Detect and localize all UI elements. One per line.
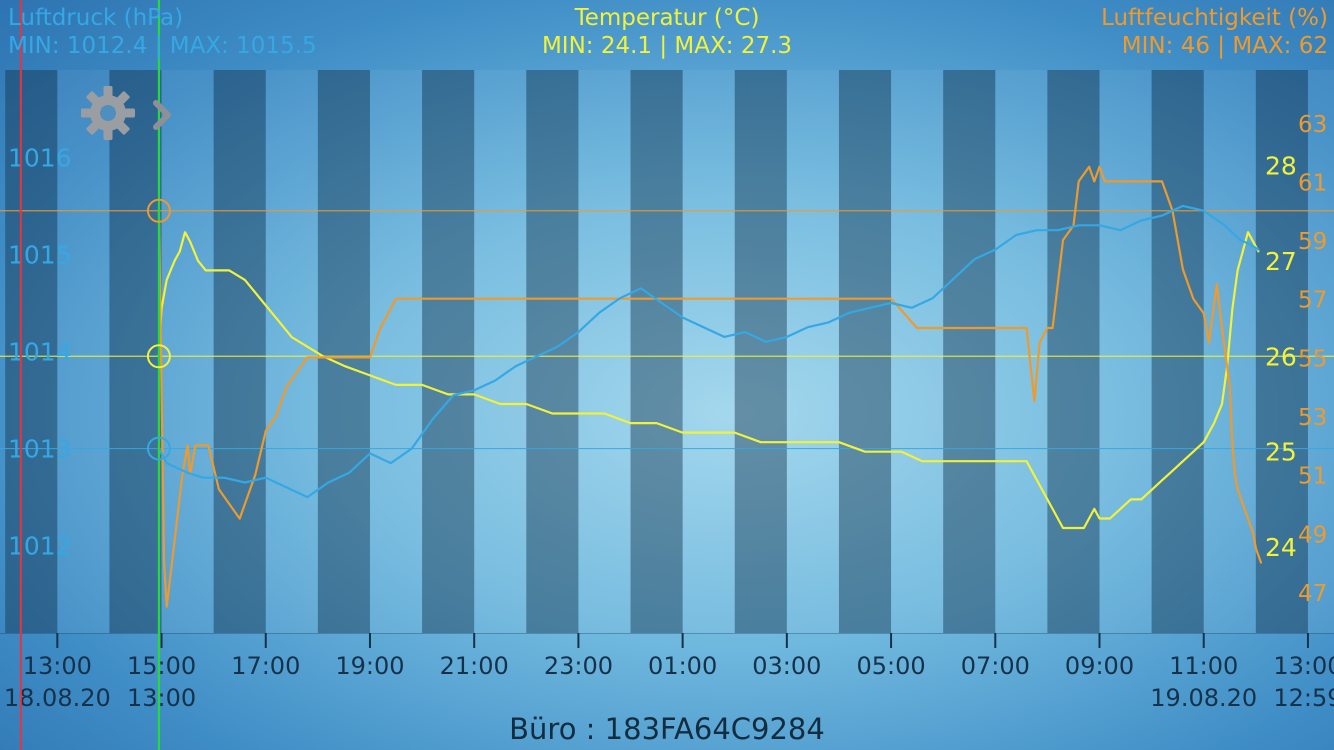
hour-stripe: [891, 70, 944, 633]
pressure-tick-label: 1013: [8, 435, 72, 464]
time-stripes: [5, 70, 1334, 633]
temperature-tick-label: 25: [1265, 438, 1297, 467]
time-tick-label: 07:00: [961, 652, 1030, 680]
humidity-axis: 47 49 51 53 55 57 59 61 63: [1298, 112, 1327, 607]
humidity-minmax: MIN: 46 | MAX: 62: [1121, 33, 1328, 59]
temperature-cursor-marker: [146, 344, 171, 369]
time-tick-label: 09:00: [1065, 652, 1134, 680]
hour-stripe: [109, 70, 162, 633]
hour-stripe: [734, 70, 787, 633]
humidity-tick-label: 57: [1298, 288, 1327, 314]
humidity-tick-label: 63: [1298, 112, 1327, 138]
hour-stripe: [474, 70, 527, 633]
time-tick-label: 15:00: [127, 652, 196, 680]
date-label: 13:00: [127, 684, 196, 712]
hour-stripe: [838, 70, 892, 633]
humidity-title: Luftfeuchtigkeit (%): [1101, 5, 1328, 31]
hour-stripe: [213, 70, 266, 633]
pressure-title: Luftdruck (hPa): [8, 5, 184, 31]
hour-stripe: [1099, 70, 1152, 633]
temperature-tick-label: 24: [1265, 533, 1297, 562]
pressure-tick-label: 1015: [8, 240, 72, 269]
hour-stripe: [526, 70, 579, 633]
cursor-reference-lines: [0, 210, 1334, 450]
pressure-tick-label: 1014: [8, 338, 72, 367]
temperature-line: [157, 231, 1260, 530]
hour-stripe: [630, 70, 683, 633]
temperature-minmax: MIN: 24.1 | MAX: 27.3: [541, 33, 793, 59]
temperature-tick-label: 28: [1265, 151, 1297, 180]
humidity-tick-label: 51: [1298, 464, 1327, 490]
pressure-tick-label: 1016: [8, 143, 72, 172]
pressure-tick-label: 1012: [8, 532, 72, 561]
time-tick-label: 11:00: [1169, 652, 1238, 680]
humidity-tick-label: 61: [1298, 170, 1327, 196]
time-tick-label: 13:00: [23, 652, 92, 680]
temperature-header: Temperatur (°C) MIN: 24.1 | MAX: 27.3: [467, 4, 867, 60]
humidity-header: Luftfeuchtigkeit (%) MIN: 46 | MAX: 62: [1101, 4, 1328, 60]
humidity-tick-label: 59: [1298, 229, 1327, 255]
hour-stripe: [1047, 70, 1100, 633]
humidity-tick-label: 55: [1298, 346, 1327, 372]
time-tick-label: 21:00: [440, 652, 509, 680]
pressure-minmax: MIN: 1012.4 | MAX: 1015.5: [8, 33, 317, 59]
pressure-cursor-marker: [146, 436, 171, 461]
hour-stripe: [1151, 70, 1204, 633]
hour-stripe: [786, 70, 839, 633]
time-tick-label: 19:00: [335, 652, 404, 680]
temperature-axis: 24 25 26 27 28: [1265, 151, 1297, 562]
hour-stripe: [578, 70, 631, 633]
temperature-tick-label: 27: [1265, 247, 1297, 276]
pressure-header: Luftdruck (hPa) MIN: 1012.4 | MAX: 1015.…: [8, 4, 317, 60]
hour-stripe: [161, 70, 214, 633]
hour-stripe: [317, 70, 370, 633]
humidity-tick-label: 49: [1298, 522, 1327, 548]
hour-stripe: [422, 70, 475, 633]
hour-stripe: [1203, 70, 1256, 633]
time-tick-label: 13:00: [1273, 652, 1334, 680]
settings-control[interactable]: [80, 85, 180, 141]
hour-stripe: [369, 70, 423, 633]
hour-stripe: [265, 70, 318, 633]
hour-stripe: [5, 70, 58, 633]
temperature-tick-label: 26: [1265, 342, 1297, 371]
humidity-line: [157, 165, 1263, 608]
chevron-right-icon[interactable]: [153, 100, 171, 130]
device-label: Büro : 183FA64C9284: [509, 712, 825, 746]
time-tick-label: 23:00: [544, 652, 613, 680]
humidity-tick-label: 47: [1298, 581, 1327, 607]
pressure-axis: 1012 1013 1014 1015 1016: [8, 143, 72, 560]
hour-stripe: [1307, 70, 1334, 633]
pressure-line: [157, 204, 1260, 499]
gear-icon[interactable]: [81, 86, 135, 140]
hour-stripe: [943, 70, 996, 633]
date-label: 19.08.20: [1150, 684, 1257, 712]
hour-stripe: [682, 70, 735, 633]
time-tick-label: 01:00: [648, 652, 717, 680]
hour-stripe: [1255, 70, 1308, 633]
time-tick-label: 03:00: [752, 652, 821, 680]
temperature-title: Temperatur (°C): [574, 5, 760, 31]
date-label: 12:59: [1273, 684, 1334, 712]
humidity-tick-label: 53: [1298, 405, 1327, 431]
time-tick-label: 17:00: [231, 652, 300, 680]
series-lines: [157, 165, 1263, 608]
time-tick-label: 05:00: [856, 652, 925, 680]
hour-stripe: [57, 70, 110, 633]
humidity-cursor-marker: [146, 198, 171, 223]
